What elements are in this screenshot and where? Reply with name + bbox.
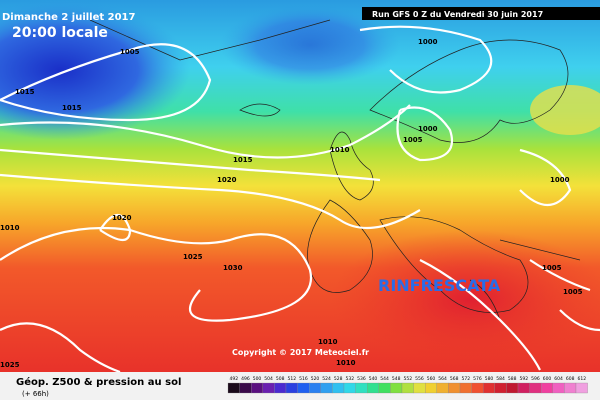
colorbar-label: 496 xyxy=(241,376,250,382)
colorbar-label: 500 xyxy=(253,376,262,382)
colorbar-label: 548 xyxy=(392,376,401,382)
colorbar-cell xyxy=(471,382,484,394)
colorbar-cell xyxy=(297,382,310,394)
colorbar-cell xyxy=(564,382,577,394)
isobar-label: 1015 xyxy=(233,156,253,164)
isobar-label: 1005 xyxy=(563,288,583,296)
colorbar-label: 572 xyxy=(462,376,471,382)
colorbar-label: 528 xyxy=(334,376,343,382)
colorbar-label: 524 xyxy=(322,376,331,382)
colorbar-cell xyxy=(401,382,414,394)
colorbar-cell xyxy=(541,382,553,394)
colorbar-label: 536 xyxy=(357,376,366,382)
colorbar-label: 492 xyxy=(230,376,239,382)
isobar-label: 1010 xyxy=(330,146,350,154)
low-area xyxy=(220,5,400,85)
coastlines xyxy=(89,19,581,321)
colorbar-cell xyxy=(309,382,321,394)
colorbar-label: 516 xyxy=(299,376,308,382)
colorbar-label: 540 xyxy=(369,376,378,382)
isobar-label: 1015 xyxy=(62,104,82,112)
colorbar-label: 556 xyxy=(415,376,424,382)
colorbar-cell xyxy=(459,382,472,394)
warm-area xyxy=(330,230,600,370)
colorbar-cell xyxy=(274,382,287,394)
colorbar-cell xyxy=(227,382,240,394)
colorbar-label: 600 xyxy=(543,376,552,382)
colorbar-label: 512 xyxy=(288,376,297,382)
isobar-label: 1015 xyxy=(15,88,35,96)
colorbar-cell xyxy=(355,382,368,394)
colorbar-label: 520 xyxy=(311,376,320,382)
colorbar-label: 612 xyxy=(578,376,587,382)
isobar-label: 1005 xyxy=(120,48,140,56)
annotation: RINFRESCATA xyxy=(378,276,501,295)
colorbar-label: 532 xyxy=(346,376,355,382)
date: Dimanche 2 juillet 2017 xyxy=(2,12,136,23)
colorbar-cell xyxy=(262,382,275,394)
colorbar-cell xyxy=(575,382,588,394)
isobar-label: 1025 xyxy=(183,253,203,261)
colorbar-cell xyxy=(529,382,542,394)
colorbar-cell xyxy=(285,382,298,394)
isobar-labels: 1005 1000 1015 1015 1000 1005 1010 1015 … xyxy=(0,38,583,369)
colorbar: 492 496 500 504 508 512 516 520 524 528 532 536 540 5… xyxy=(227,376,588,394)
copyright: Copyright © 2017 Meteociel.fr xyxy=(232,348,369,357)
colorbar-label: 564 xyxy=(438,376,447,382)
colorbar-cell xyxy=(448,382,461,394)
isobar-label: 1020 xyxy=(217,176,237,184)
isobar-label: 1010 xyxy=(0,224,20,232)
isobars-lines xyxy=(0,25,600,374)
colorbar-label: 508 xyxy=(276,376,285,382)
colorbar-cell xyxy=(494,382,507,394)
isobar-label: 1010 xyxy=(336,359,356,367)
colorbar-cell xyxy=(483,382,495,394)
colorbar-cell xyxy=(378,382,391,394)
run: Run GFS 0 Z du Vendredi 30 juin 2017 xyxy=(372,10,543,19)
colorbar-cell xyxy=(552,382,565,394)
colorbar-cell xyxy=(332,382,345,394)
colorbar-cell xyxy=(390,382,403,394)
isobar-label: 1030 xyxy=(223,264,243,272)
low-area xyxy=(0,0,190,140)
colorbar-label: 604 xyxy=(554,376,563,382)
colorbar-label: 592 xyxy=(520,376,529,382)
colorbar-label: 584 xyxy=(496,376,505,382)
run-box xyxy=(362,7,600,20)
isobar-label: 1020 xyxy=(112,214,132,222)
isobar-label: 1005 xyxy=(403,136,423,144)
colorbar-label: 596 xyxy=(531,376,540,382)
colorbar-label: 560 xyxy=(427,376,436,382)
isobar-label: 1000 xyxy=(418,38,438,46)
colorbar-cell xyxy=(367,382,379,394)
colorbar-cell xyxy=(239,382,252,394)
isobar-label: 1005 xyxy=(542,264,562,272)
colorbar-label: 576 xyxy=(473,376,482,382)
isobar-label: 1010 xyxy=(318,338,338,346)
colorbar-cell xyxy=(436,382,449,394)
colorbar-cell xyxy=(425,382,437,394)
colorbar-label: 568 xyxy=(450,376,459,382)
colorbar-cell xyxy=(506,382,519,394)
colorbar-cell xyxy=(320,382,333,394)
colorbar-cell xyxy=(251,382,263,394)
footer-title: Géop. Z500 & pression au sol xyxy=(16,376,181,388)
isobar-label: 1025 xyxy=(0,361,20,369)
colorbar-cell xyxy=(343,382,356,394)
colorbar-label: 552 xyxy=(404,376,413,382)
isobar-label: 1000 xyxy=(418,125,438,133)
lead-time: (+ 66h) xyxy=(22,390,49,398)
colorbar-label: 588 xyxy=(508,376,517,382)
colorbar-label: 608 xyxy=(566,376,575,382)
colorbar-label: 580 xyxy=(485,376,494,382)
warm-patch xyxy=(530,85,600,135)
colorbar-label: 504 xyxy=(264,376,273,382)
colorbar-cell xyxy=(413,382,426,394)
isobar-label: 1000 xyxy=(550,176,570,184)
colorbar-cell xyxy=(517,382,530,394)
colorbar-label: 544 xyxy=(380,376,389,382)
time: 20:00 locale xyxy=(12,25,108,41)
